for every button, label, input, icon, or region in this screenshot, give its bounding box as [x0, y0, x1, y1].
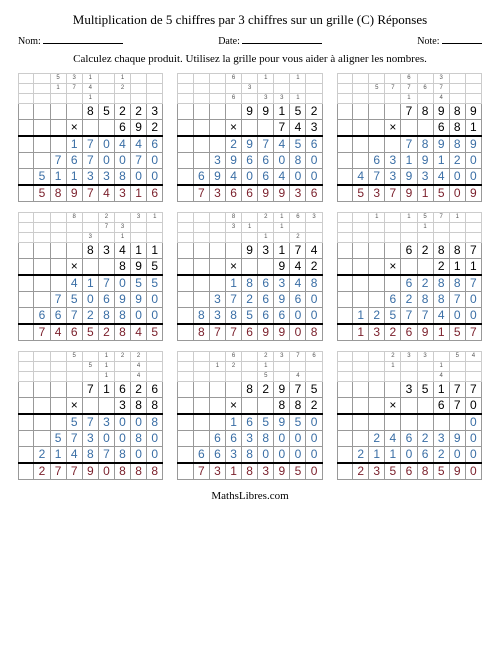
problem-7: 623761215482975×882165950663800066380000…: [177, 351, 322, 480]
problem-6: 51225141471626×3885730085730080214878002…: [18, 351, 163, 480]
problem-1: 6113633199152×74329745639660806940640073…: [177, 73, 322, 202]
footer-text: MathsLibres.com: [18, 490, 482, 502]
problem-4: 821633111293174×942186348372696083856600…: [177, 212, 322, 341]
fields-row: Nom: Date: Note:: [18, 36, 482, 47]
name-line: [43, 43, 123, 44]
problems-grid: 53111742185223×6921704467670070511338005…: [18, 73, 482, 480]
problem-8: 2335411435177×67002462390211062002356859…: [337, 351, 482, 480]
problem-3: 8231733183411×89541705575069906672880074…: [18, 212, 163, 341]
name-label: Nom:: [18, 36, 41, 47]
problem-0: 53111742185223×6921704467670070511338005…: [18, 73, 163, 202]
note-line: [442, 43, 482, 44]
note-label: Note:: [417, 36, 439, 47]
problem-5: 11571162887×2116288762887012577400132691…: [337, 212, 482, 341]
page-title: Multiplication de 5 chiffres par 3 chiff…: [18, 12, 482, 28]
date-line: [242, 43, 322, 44]
problem-2: 63577671478989×6817898963191204739340053…: [337, 73, 482, 202]
date-label: Date:: [218, 36, 240, 47]
instruction-text: Calculez chaque produit. Utilisez la gri…: [18, 53, 482, 65]
